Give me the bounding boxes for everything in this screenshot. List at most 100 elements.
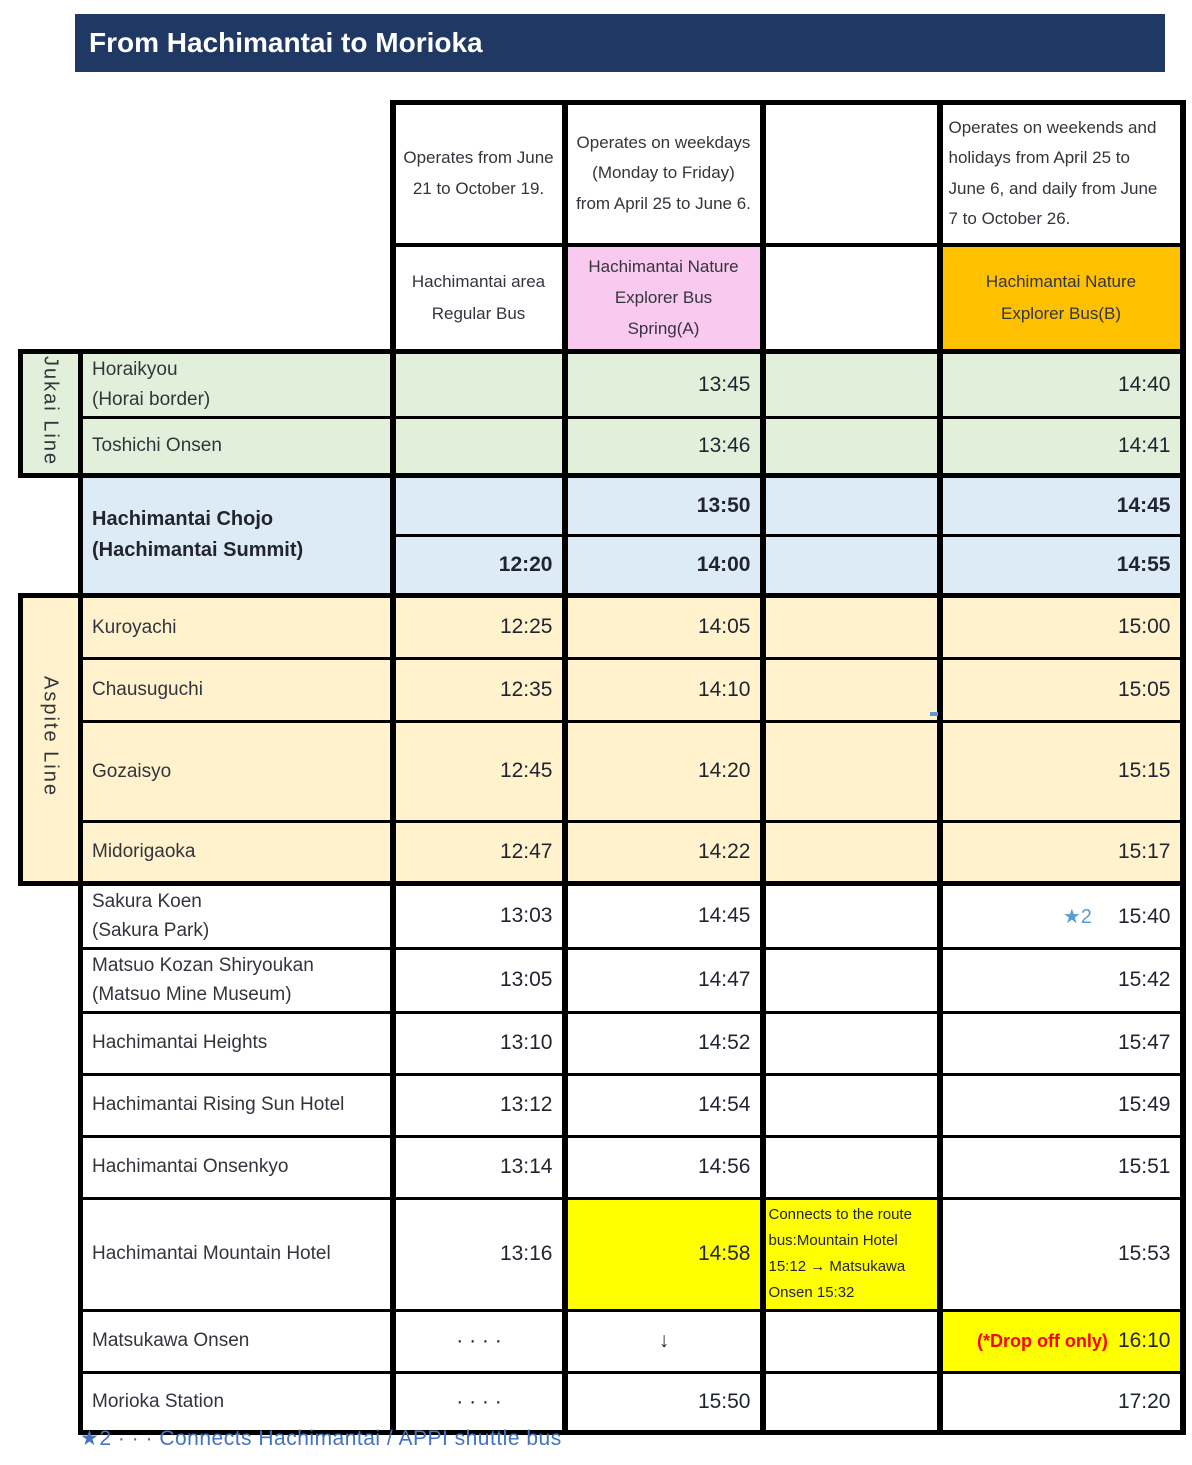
- time-cell: 13:12: [389, 1072, 566, 1138]
- note-empty-column: [759, 100, 941, 247]
- time-cell: 15:15: [936, 719, 1186, 823]
- station-name: Toshichi Onsen: [78, 415, 394, 478]
- time-cell: 14:22: [561, 819, 764, 886]
- time-cell: 15:17: [936, 819, 1186, 886]
- time-cell: 13:05: [389, 946, 566, 1014]
- time-cell: 13:50: [561, 472, 764, 537]
- line-col-empty: [21, 1074, 81, 1136]
- line-col-empty: [21, 475, 81, 535]
- time-cell: ★2 15:40: [936, 880, 1186, 950]
- timetable: Operates from June 21 to October 19. Ope…: [18, 100, 1186, 1435]
- time-cell: [389, 472, 566, 537]
- time-cell: 15:42: [936, 946, 1186, 1014]
- row-onsenkyo: Hachimantai Onsenkyo 13:14 14:56 15:51: [21, 1134, 1186, 1200]
- line-col-empty: [21, 1372, 81, 1432]
- station-name: Hachimantai Heights: [78, 1010, 394, 1076]
- no-service-cell: · · · ·: [389, 1370, 566, 1435]
- time-cell: [389, 415, 566, 478]
- time-cell: 15:47: [936, 1010, 1186, 1076]
- note-explorer-a: Operates on weekdays (Monday to Friday) …: [561, 100, 764, 247]
- time-cell: 14:10: [561, 656, 764, 723]
- bus-regular: Hachimantai area Regular Bus: [389, 243, 566, 354]
- line-col-empty: [21, 883, 81, 948]
- legend-note: ★2 · · · Connects Hachimantai / APPI shu…: [80, 1427, 562, 1450]
- page-title: From Hachimantai to Morioka: [75, 14, 1165, 72]
- station-name: Kuroyachi: [78, 592, 394, 660]
- row-midorigaoka: Midorigaoka 12:47 14:22 15:17: [21, 819, 1186, 886]
- time-cell: 15:51: [936, 1134, 1186, 1200]
- time-cell: 14:41: [936, 415, 1186, 478]
- station-name: Gozaisyo: [78, 719, 394, 823]
- time-cell: 14:56: [561, 1134, 764, 1200]
- jukai-line-label: Jukai Line: [18, 348, 83, 478]
- header-spacer: [21, 245, 393, 352]
- line-col-empty: [21, 1198, 81, 1310]
- connection-note: Connects to the route bus:Mountain Hotel…: [759, 1196, 941, 1312]
- time-cell: [759, 1072, 941, 1138]
- row-chausuguchi: Chausuguchi 12:35 14:10 15:05: [21, 656, 1186, 723]
- row-rising-sun: Hachimantai Rising Sun Hotel 13:12 14:54…: [21, 1072, 1186, 1138]
- time-cell: 14:05: [561, 592, 764, 660]
- time-cell: [759, 592, 941, 660]
- time-cell-highlighted: 14:58: [561, 1196, 764, 1312]
- bus-explorer-b: Hachimantai Nature Explorer Bus(B): [936, 243, 1186, 354]
- note-explorer-b: Operates on weekends and holidays from A…: [936, 100, 1186, 247]
- header-bus-row: Hachimantai area Regular Bus Hachimantai…: [21, 243, 1186, 354]
- time-cell: 14:55: [936, 533, 1186, 598]
- station-name: Sakura Koen (Sakura Park): [78, 880, 394, 950]
- time-cell: 13:03: [389, 880, 566, 950]
- station-name: Horaikyou (Horai border): [78, 348, 394, 419]
- time-cell: 13:16: [389, 1196, 566, 1312]
- time-cell: 15:00: [936, 592, 1186, 660]
- time-cell: 12:45: [389, 719, 566, 823]
- time-cell: [759, 1134, 941, 1200]
- time-cell: 12:47: [389, 819, 566, 886]
- bus-explorer-a: Hachimantai Nature Explorer Bus Spring(A…: [561, 243, 764, 354]
- time-cell: 15:49: [936, 1072, 1186, 1138]
- time-cell: [759, 656, 941, 723]
- time-cell: 14:40: [936, 348, 1186, 419]
- row-kuroyachi: Aspite Line Kuroyachi 12:25 14:05 15:00: [18, 592, 1186, 886]
- time-cell: 14:45: [936, 472, 1186, 537]
- line-col-empty: [21, 1012, 81, 1074]
- time-cell: 14:47: [561, 946, 764, 1014]
- aspite-line-text: Aspite Line: [39, 676, 62, 798]
- time-cell: [759, 1010, 941, 1076]
- jukai-line-text: Jukai Line: [39, 355, 62, 466]
- bus-empty-column: [759, 243, 941, 354]
- time-cell: [759, 415, 941, 478]
- row-chojo-b: 12:20 14:00 14:55: [21, 533, 1186, 598]
- time-cell: [759, 348, 941, 419]
- time-cell: [759, 1308, 941, 1374]
- time-cell: 14:52: [561, 1010, 764, 1076]
- row-gozaisyo: Gozaisyo 12:45 14:20 15:15: [21, 719, 1186, 823]
- time-cell: [759, 533, 941, 598]
- time-cell: 13:46: [561, 415, 764, 478]
- station-name: Matsukawa Onsen: [78, 1308, 394, 1374]
- aspite-line-label: Aspite Line: [18, 592, 83, 886]
- time-cell: [759, 719, 941, 823]
- stray-dash-mark: [930, 712, 938, 716]
- row-matsuo: Matsuo Kozan Shiryoukan (Matsuo Mine Mus…: [21, 946, 1186, 1014]
- row-toshichi: Toshichi Onsen 13:46 14:41: [21, 415, 1186, 478]
- row-mountain-hotel: Hachimantai Mountain Hotel 13:16 14:58 C…: [21, 1196, 1186, 1312]
- time-cell: 14:20: [561, 719, 764, 823]
- time-cell: 12:35: [389, 656, 566, 723]
- time-cell: 14:45: [561, 880, 764, 950]
- station-name: Midorigaoka: [78, 819, 394, 886]
- no-service-cell: · · · ·: [389, 1308, 566, 1374]
- time-value: 15:40: [1117, 904, 1171, 928]
- header-notes-row: Operates from June 21 to October 19. Ope…: [21, 100, 1186, 247]
- time-cell: [759, 880, 941, 950]
- row-horaikyou: Jukai Line Horaikyou (Horai border) 13:4…: [18, 348, 1186, 478]
- note-regular-bus: Operates from June 21 to October 19.: [389, 100, 566, 247]
- time-cell: 13:10: [389, 1010, 566, 1076]
- shuttle-star-marker: ★2: [1062, 905, 1092, 928]
- row-sakura: Sakura Koen (Sakura Park) 13:03 14:45 ★2…: [21, 880, 1186, 950]
- row-matsukawa: Matsukawa Onsen · · · · ↓ (*Drop off onl…: [21, 1308, 1186, 1374]
- time-cell: [759, 946, 941, 1014]
- time-cell: [759, 472, 941, 537]
- time-cell: 17:20: [936, 1370, 1186, 1435]
- station-name: Matsuo Kozan Shiryoukan (Matsuo Mine Mus…: [78, 946, 394, 1014]
- pass-through-cell: ↓: [561, 1308, 764, 1374]
